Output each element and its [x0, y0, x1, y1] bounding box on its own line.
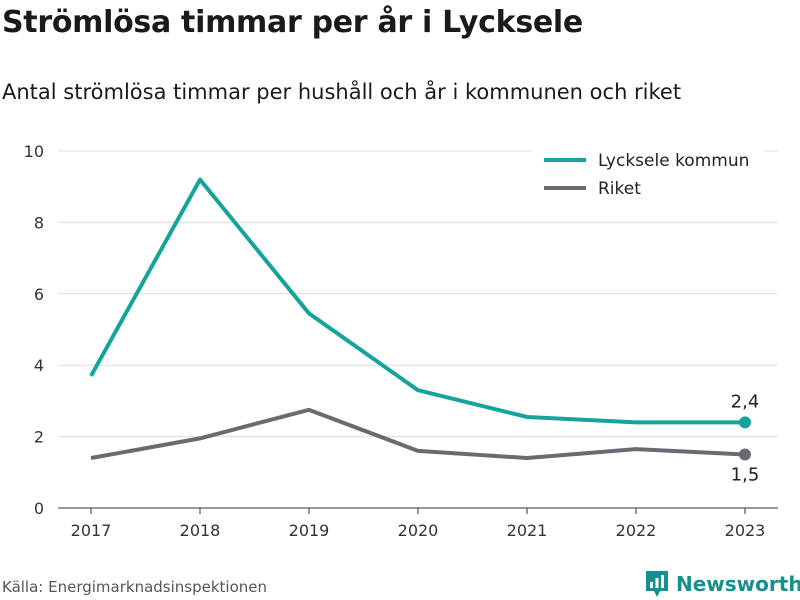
y-tick-label: 10	[24, 142, 44, 161]
series-end-label-1: 2,4	[731, 391, 760, 412]
source-note: Källa: Energimarknadsinspektionen	[2, 578, 268, 596]
series-line-1	[89, 177, 745, 425]
newsworthy-logo-icon	[646, 571, 668, 597]
x-tick-label: 2022	[616, 521, 657, 540]
y-tick-label: 6	[34, 285, 44, 304]
x-tick-label: 2017	[71, 521, 112, 540]
y-tick-label: 4	[34, 356, 44, 375]
chart-title: Strömlösa timmar per år i Lycksele	[2, 5, 583, 40]
chart-subtitle: Antal strömlösa timmar per hushåll och å…	[2, 80, 682, 104]
series-lines: 2,4 1,5	[89, 177, 760, 485]
x-tick-label: 2021	[507, 521, 548, 540]
legend-background	[532, 142, 764, 204]
y-tick-label: 8	[34, 213, 44, 232]
brand-logo[interactable]: Newsworthy	[645, 570, 800, 598]
x-tick-label: 2018	[180, 521, 221, 540]
series-end-label-2: 1,5	[731, 464, 760, 485]
x-tick-label: 2020	[398, 521, 439, 540]
legend: Lycksele kommun Riket	[532, 142, 764, 204]
y-tick-label: 0	[34, 499, 44, 518]
legend-label-1: Lycksele kommun	[598, 151, 749, 171]
x-tick-label: 2023	[725, 521, 766, 540]
brand-name: Newsworthy	[676, 572, 800, 596]
series-line-2	[90, 407, 746, 461]
legend-label-2: Riket	[598, 179, 641, 199]
y-tick-label: 2	[34, 428, 44, 447]
series-end-point-2	[739, 448, 751, 461]
x-tick-label: 2019	[289, 521, 330, 540]
x-axis: 2017 2018 2019 2020 2021 2022 2023	[58, 507, 778, 540]
y-tick-labels: 0 2 4 6 8 10	[24, 142, 44, 518]
series-end-point-1	[739, 416, 751, 429]
